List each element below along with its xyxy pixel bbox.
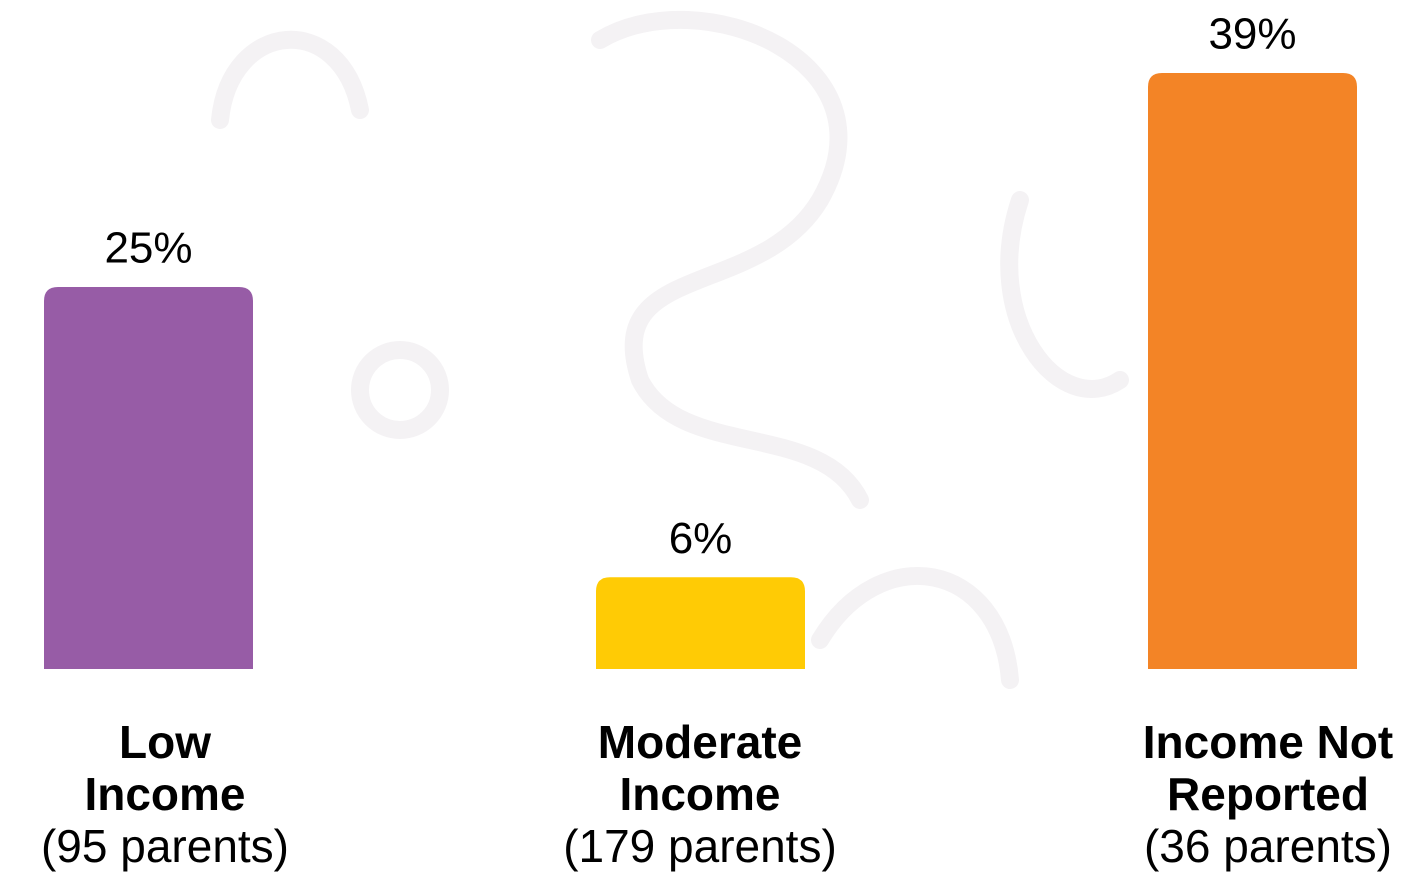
bar xyxy=(1148,73,1357,669)
category-sublabel: (36 parents) xyxy=(1144,820,1392,872)
category-label: Moderate xyxy=(598,716,802,768)
bar xyxy=(44,286,253,669)
category-label: Income Not xyxy=(1143,716,1393,768)
background-doodles xyxy=(211,10,1129,689)
bar xyxy=(596,577,805,669)
value-label: 6% xyxy=(669,514,733,563)
category-label: Income xyxy=(619,768,780,820)
category-label: Reported xyxy=(1167,768,1369,820)
category-label: Low xyxy=(119,716,211,768)
value-label: 25% xyxy=(104,224,192,273)
category-sublabel: (179 parents) xyxy=(563,820,837,872)
category-sublabel: (95 parents) xyxy=(41,820,289,872)
category-label: Income xyxy=(84,768,245,820)
value-label: 39% xyxy=(1208,10,1296,59)
